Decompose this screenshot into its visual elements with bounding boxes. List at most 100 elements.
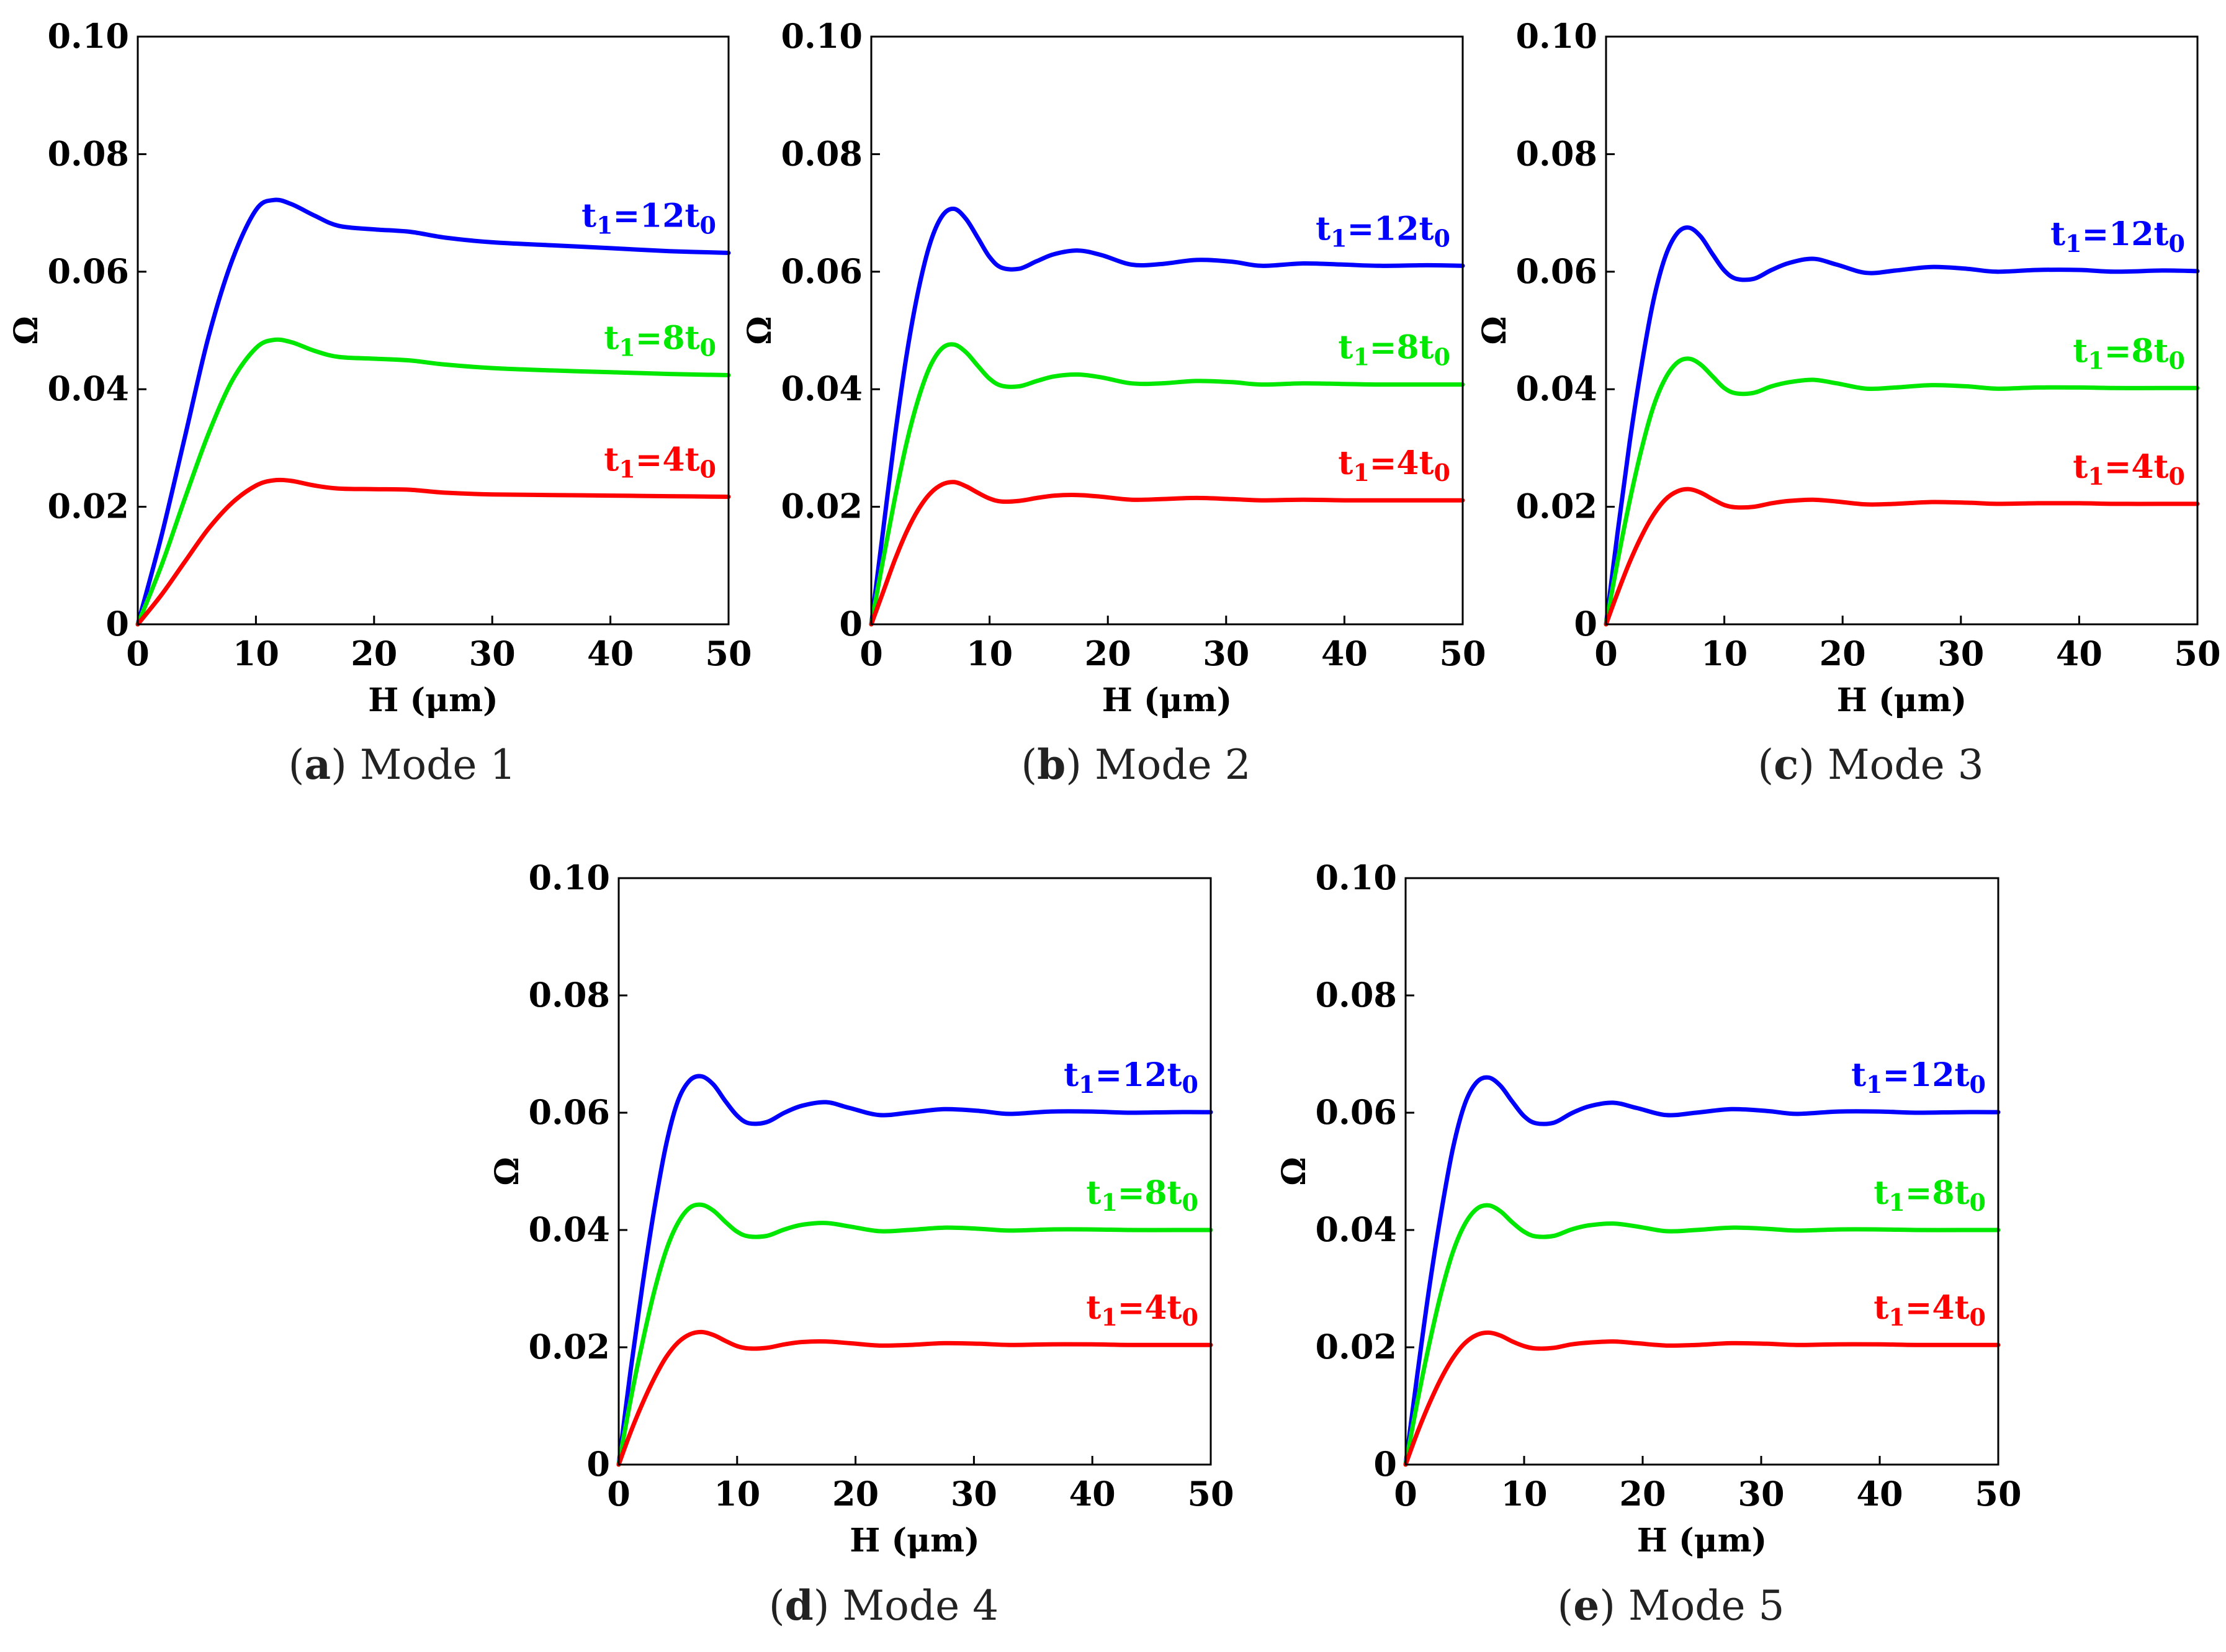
y-tick-label: 0.04: [47, 369, 129, 408]
series-label-part: =8t: [2104, 332, 2169, 370]
series-label-part: =8t: [635, 319, 700, 357]
plot-frame: [1605, 35, 2199, 626]
series-label-b-0: t1=12t0: [1316, 210, 1450, 252]
series-label-part: 1: [1866, 1071, 1882, 1098]
series-label-part: 1: [1353, 343, 1369, 370]
series-label-part: 0: [700, 333, 716, 361]
series-label-part: t: [1874, 1289, 1888, 1327]
series-line-e-2: [1403, 1330, 2001, 1467]
series-line-b-2: [869, 480, 1465, 627]
caption-text: Mode 4: [830, 1582, 999, 1630]
series-label-part: =12t: [1095, 1056, 1182, 1094]
x-axis-title: H (μm): [850, 1522, 980, 1560]
series-label-part: 0: [1182, 1303, 1198, 1331]
series-label-part: 1: [619, 333, 635, 361]
series-line-c-2: [1604, 487, 2200, 627]
series-label-part: =8t: [1118, 1174, 1182, 1212]
series-label-e-1: t1=8t0: [1874, 1174, 1986, 1216]
series-label-part: =12t: [613, 197, 700, 235]
x-tick-label: 50: [705, 634, 752, 673]
x-axis-title: H (μm): [368, 681, 498, 719]
series-label-part: 0: [2169, 346, 2185, 374]
series-label-part: 0: [700, 211, 716, 239]
caption-text: Mode 1: [347, 741, 516, 789]
x-tick-label: 10: [1501, 1474, 1547, 1514]
y-tick-label: 0.04: [528, 1210, 610, 1249]
caption-close-paren: ): [1599, 1582, 1615, 1630]
y-tick-label: 0: [586, 1444, 610, 1484]
series-label-part: =4t: [1118, 1289, 1182, 1327]
y-tick-label: 0.08: [528, 975, 610, 1015]
caption-open-paren: (: [1557, 1582, 1573, 1630]
series-label-part: 0: [1434, 459, 1450, 487]
x-tick-label: 20: [1085, 634, 1131, 673]
series-line-b-1: [869, 342, 1465, 627]
y-axis-title: Ω: [741, 316, 779, 344]
x-tick-label: 40: [587, 634, 634, 673]
y-tick-label: 0.02: [47, 487, 129, 526]
caption-letter: d: [785, 1581, 814, 1630]
series-label-c-2: t1=4t0: [2073, 448, 2185, 490]
series-label-part: =8t: [1370, 329, 1434, 367]
caption-letter: b: [1037, 740, 1066, 789]
x-tick-label: 20: [351, 634, 397, 673]
y-tick-label: 0.02: [528, 1327, 610, 1367]
caption-close-paren: ): [331, 741, 347, 789]
series-label-part: 1: [1888, 1188, 1905, 1216]
plot-frame: [1404, 877, 1999, 1466]
x-tick-label: 0: [607, 1474, 631, 1514]
series-label-part: 0: [700, 455, 716, 483]
x-tick-label: 40: [2056, 634, 2103, 673]
x-tick-label: 0: [859, 634, 883, 673]
x-tick-label: 40: [1321, 634, 1368, 673]
series-label-e-2: t1=4t0: [1874, 1289, 1986, 1331]
caption-open-paren: (: [769, 1582, 785, 1630]
x-tick-label: 30: [951, 1474, 997, 1514]
caption-open-paren: (: [1757, 741, 1774, 789]
series-label-part: 1: [619, 455, 635, 483]
x-tick-label: 50: [1975, 1474, 2021, 1514]
x-tick-label: 0: [126, 634, 150, 673]
series-label-part: 1: [1101, 1188, 1117, 1216]
y-tick-label: 0.06: [47, 251, 129, 291]
series-label-part: 1: [1331, 224, 1347, 252]
y-tick-label: 0: [105, 604, 129, 644]
caption-letter: e: [1573, 1581, 1599, 1630]
y-tick-label: 0.08: [781, 133, 863, 173]
caption-open-paren: (: [289, 741, 305, 789]
series-label-a-2: t1=4t0: [604, 441, 716, 483]
x-tick-label: 0: [1394, 1474, 1417, 1514]
series-line-b-0: [869, 206, 1465, 627]
series-line-d-2: [616, 1329, 1213, 1467]
series-label-part: t: [1851, 1056, 1866, 1094]
series-label-a-0: t1=12t0: [581, 197, 716, 239]
caption-text: Mode 2: [1082, 741, 1251, 789]
y-tick-label: 0.10: [1315, 858, 1397, 897]
panel-caption: (d) Mode 4: [769, 1581, 999, 1630]
y-tick-label: 0.10: [47, 16, 129, 56]
series-label-part: 0: [1182, 1071, 1198, 1098]
series-label-part: t: [1064, 1056, 1079, 1094]
x-tick-label: 0: [1594, 634, 1618, 673]
y-axis-title: Ω: [1476, 316, 1514, 344]
y-tick-label: 0.04: [1515, 369, 1597, 408]
series-line-e-1: [1403, 1203, 2001, 1467]
series-label-part: 1: [2088, 462, 2104, 490]
y-tick-label: 0.06: [1315, 1092, 1397, 1132]
y-tick-label: 0.10: [528, 858, 610, 897]
series-label-part: t: [604, 319, 619, 357]
series-label-c-0: t1=12t0: [2050, 215, 2185, 258]
caption-close-paren: ): [1066, 741, 1082, 789]
series-label-b-2: t1=4t0: [1338, 444, 1450, 487]
y-tick-label: 0.10: [781, 16, 863, 56]
panel-caption: (e) Mode 5: [1557, 1581, 1784, 1630]
plot-frame: [617, 877, 1212, 1466]
series-label-part: t: [1338, 444, 1353, 482]
y-tick-label: 0.02: [1315, 1327, 1397, 1367]
series-label-part: t: [1086, 1289, 1101, 1327]
series-label-part: 0: [1182, 1188, 1198, 1216]
caption-close-paren: ): [814, 1582, 830, 1630]
